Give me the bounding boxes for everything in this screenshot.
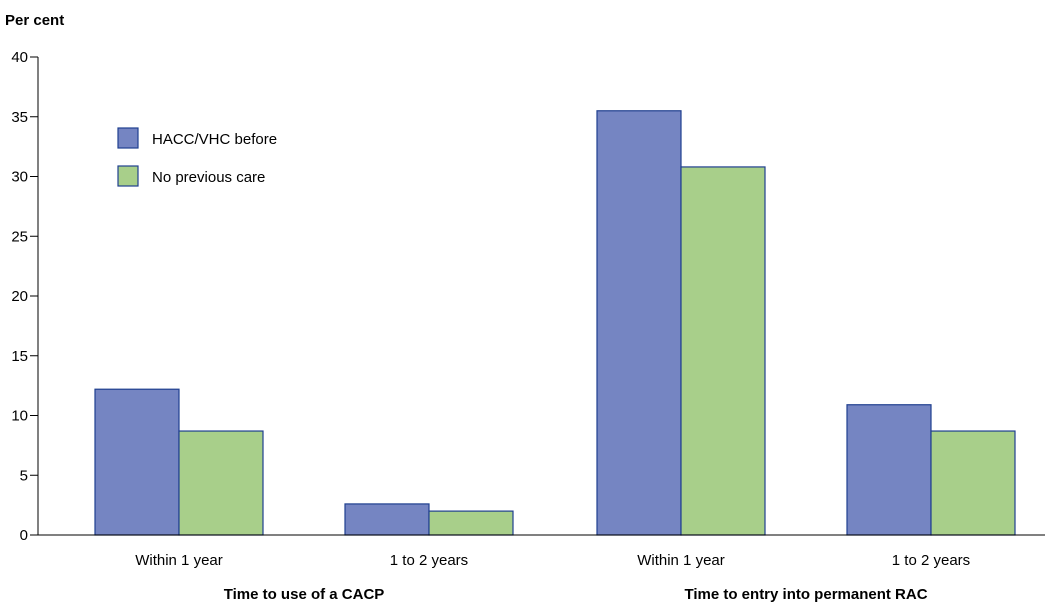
bar [846, 404, 932, 536]
y-axis-label: Per cent [5, 12, 64, 29]
bar [930, 430, 1016, 536]
y-tick-label: 10 [11, 408, 28, 425]
legend-swatch [117, 165, 139, 187]
bar [596, 110, 682, 536]
group-label: Time to entry into permanent RAC [684, 586, 927, 603]
x-tick-label: 1 to 2 years [892, 552, 970, 569]
group-label: Time to use of a CACP [224, 586, 385, 603]
y-axis: 0 5 10 15 20 25 30 35 40 [11, 49, 39, 544]
x-tick-label: Within 1 year [637, 552, 725, 569]
bar [428, 510, 514, 536]
y-tick-label: 30 [11, 169, 28, 186]
y-tick-label: 40 [11, 49, 28, 66]
legend-label: No previous care [152, 169, 265, 186]
bar [680, 166, 766, 536]
x-axis: Within 1 year 1 to 2 years Within 1 year 1 … [38, 534, 1045, 603]
y-tick-label: 0 [20, 527, 28, 544]
bar [344, 503, 430, 536]
x-tick-label: Within 1 year [135, 552, 223, 569]
legend-swatch [117, 127, 139, 149]
legend: HACC/VHC before No previous care [117, 127, 277, 187]
y-tick-label: 20 [11, 288, 28, 305]
y-tick-label: 35 [11, 109, 28, 126]
bar [178, 430, 264, 536]
y-tick-label: 25 [11, 228, 28, 245]
x-tick-label: 1 to 2 years [390, 552, 468, 569]
bar [94, 388, 180, 536]
y-tick-label: 5 [20, 467, 28, 484]
y-tick-label: 15 [11, 348, 28, 365]
legend-label: HACC/VHC before [152, 131, 277, 148]
